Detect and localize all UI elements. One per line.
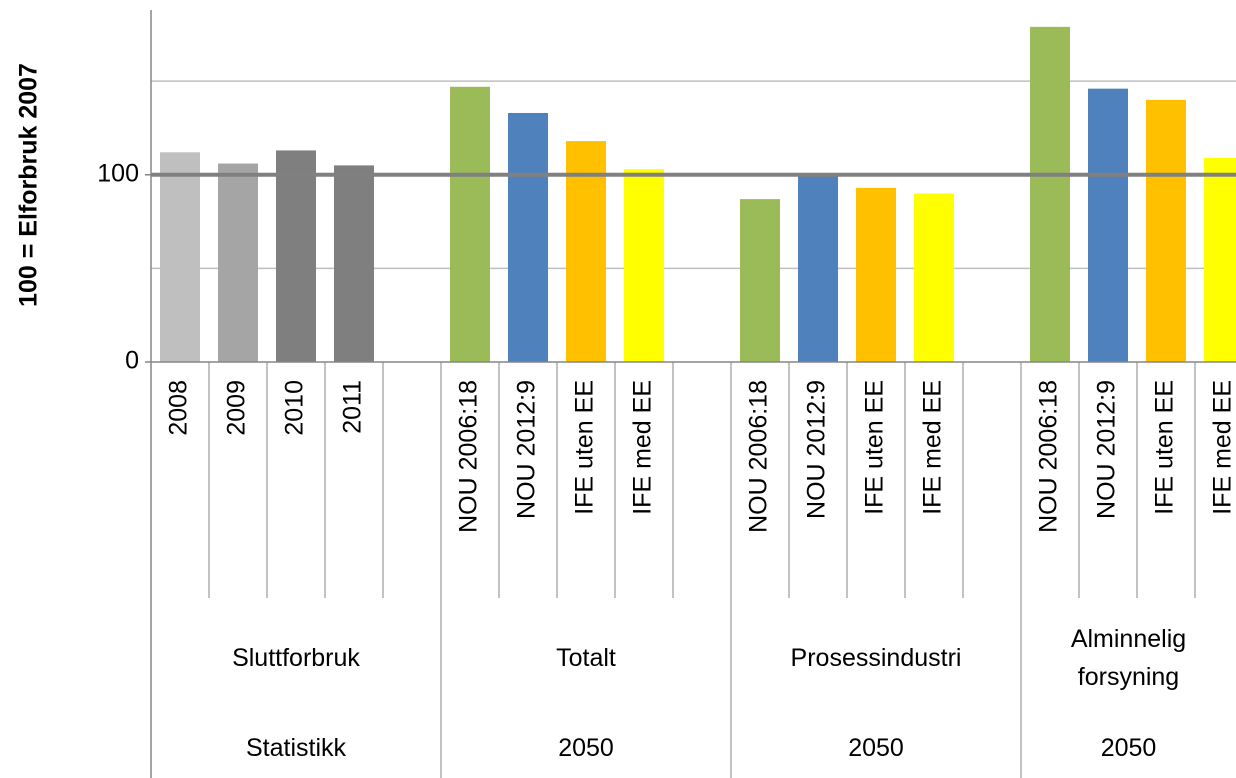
bar [218,163,258,362]
x-tick-label: IFE med EE [629,380,657,515]
bar [1030,26,1070,362]
bar [856,187,896,362]
bar [1088,88,1128,362]
x-tick-label: NOU 2012:9 [1093,380,1121,519]
bar [740,199,780,362]
x-tick-label: NOU 2012:9 [803,380,831,519]
group-sublabel: 2050 [558,734,614,762]
bar [160,152,200,362]
group-label: Totalt [556,644,616,672]
x-tick-label: NOU 2006:18 [1035,380,1063,533]
x-tick-label: IFE uten EE [571,380,599,515]
bar [1146,99,1186,362]
group-label: Prosessindustri [790,644,962,672]
group-sublabel: 2050 [1100,734,1157,762]
bar [450,86,490,362]
x-tick-label: 2008 [165,380,193,436]
x-tick-label: 2011 [339,380,367,434]
bar [566,141,606,362]
y-tick-label: 0 [125,347,139,375]
x-tick-label: NOU 2006:18 [745,380,773,533]
group-sublabel: Statistikk [245,734,347,762]
x-tick-label: 2010 [281,380,309,436]
bar [508,112,548,362]
bar [276,150,316,362]
bar [334,165,374,362]
bar [1204,157,1236,362]
x-tick-label: IFE uten EE [1151,380,1179,515]
bar [624,169,664,362]
x-tick-label: IFE med EE [1209,380,1236,515]
x-tick-label: NOU 2012:9 [513,380,541,519]
group-sublabel: 2050 [848,734,904,762]
group-label: Alminnelig forsyning [1070,625,1187,691]
y-tick-label: 100 [97,159,139,187]
x-tick-label: IFE uten EE [861,380,889,515]
y-axis-label: 100 = Elforbruk 2007 [15,63,43,307]
x-tick-label: NOU 2006:18 [455,380,483,533]
x-tick-label: 2009 [223,380,251,436]
group-label: Sluttforbruk [232,644,360,672]
x-tick-label: IFE med EE [919,380,947,515]
bar [798,174,838,362]
bar [914,193,954,362]
